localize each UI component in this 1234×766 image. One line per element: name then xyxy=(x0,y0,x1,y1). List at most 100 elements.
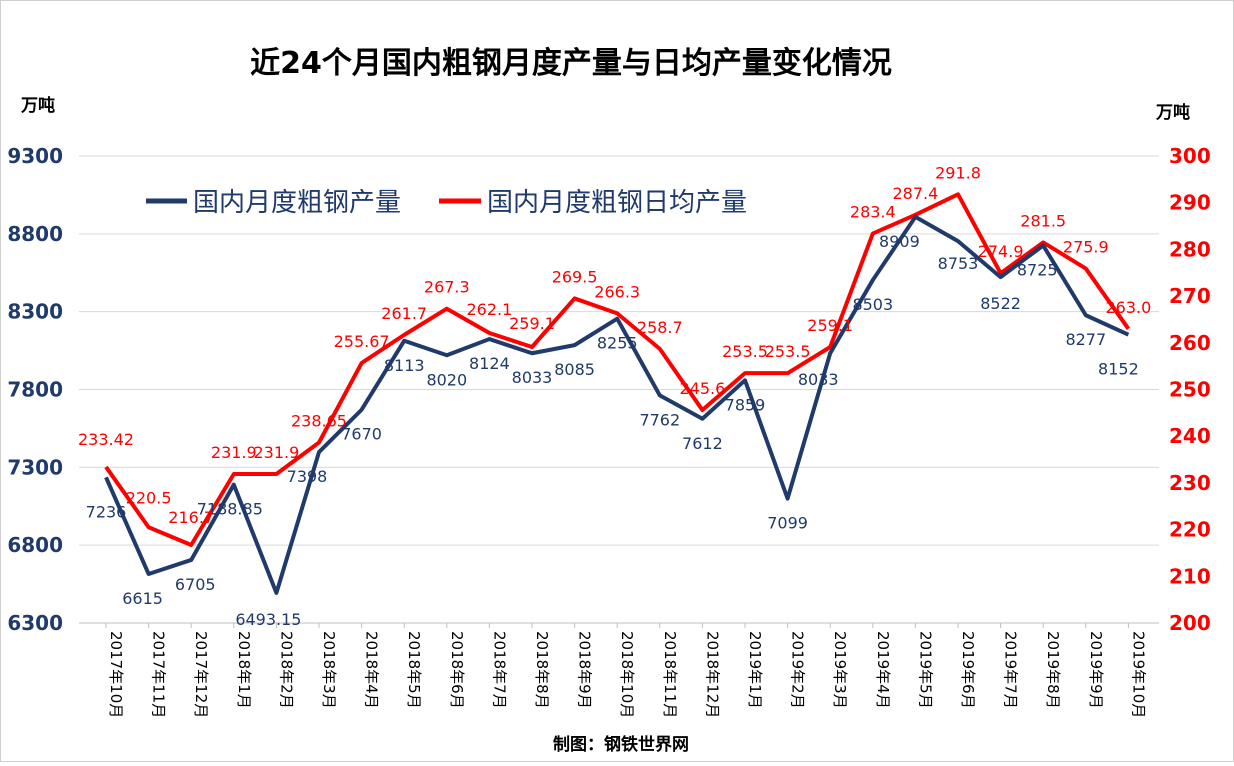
data-label-monthly: 8522 xyxy=(980,294,1021,313)
x-tick-label: 2018年1月 xyxy=(235,631,253,709)
data-label-daily: 274.9 xyxy=(978,242,1024,261)
data-label-monthly: 8033 xyxy=(512,368,553,387)
data-label-monthly: 8085 xyxy=(554,360,595,379)
series-lines xyxy=(104,192,1131,595)
left-tick-label: 9300 xyxy=(7,144,63,168)
legend: 国内月度粗钢产量 国内月度粗钢日均产量 xyxy=(146,188,747,218)
data-label-daily: 259.1 xyxy=(807,316,853,335)
x-tick-label: 2017年12月 xyxy=(192,631,210,718)
x-tick-label: 2018年4月 xyxy=(363,631,381,709)
data-label-daily: 287.4 xyxy=(892,184,938,203)
data-label-monthly: 7670 xyxy=(341,425,382,444)
data-label-monthly: 8152 xyxy=(1098,360,1139,379)
data-label-daily: 266.3 xyxy=(594,282,640,301)
data-label-monthly: 7188.85 xyxy=(197,500,263,519)
legend-label-monthly: 国内月度粗钢产量 xyxy=(193,188,401,218)
data-labels: 7236661567057188.856493.1573987670811380… xyxy=(78,163,1151,629)
data-label-monthly: 7236 xyxy=(86,502,127,521)
left-axis-unit: 万吨 xyxy=(20,95,55,116)
right-tick-label: 230 xyxy=(1169,471,1211,495)
x-tick-label: 2018年7月 xyxy=(490,631,508,709)
data-label-daily: 253.5 xyxy=(765,342,811,361)
right-tick-label: 200 xyxy=(1169,611,1211,635)
x-tick-label: 2018年10月 xyxy=(618,631,636,718)
left-tick-label: 7300 xyxy=(7,455,63,479)
right-tick-label: 250 xyxy=(1169,378,1211,402)
right-tick-label: 300 xyxy=(1169,144,1211,168)
x-tick-label: 2018年3月 xyxy=(320,631,338,709)
right-tick-label: 240 xyxy=(1169,424,1211,448)
data-label-daily: 283.4 xyxy=(850,203,896,222)
data-label-daily: 281.5 xyxy=(1020,211,1066,230)
right-tick-label: 290 xyxy=(1169,191,1211,215)
chart-title: 近24个月国内粗钢月度产量与日均产量变化情况 xyxy=(250,46,892,81)
x-tick-label: 2019年10月 xyxy=(1129,631,1147,718)
x-tick-label: 2019年8月 xyxy=(1044,631,1062,709)
data-label-daily: 245.6 xyxy=(679,379,725,398)
data-label-monthly: 8277 xyxy=(1065,330,1106,349)
x-tick-label: 2019年1月 xyxy=(746,631,764,709)
data-label-daily: 263.0 xyxy=(1105,298,1151,317)
right-tick-label: 270 xyxy=(1169,284,1211,308)
data-label-daily: 275.9 xyxy=(1063,238,1109,257)
data-label-monthly: 8503 xyxy=(852,295,893,314)
data-label-monthly: 6705 xyxy=(175,575,216,594)
x-tick-label: 2019年4月 xyxy=(874,631,892,709)
data-label-daily: 267.3 xyxy=(424,278,470,297)
data-label-monthly: 6615 xyxy=(122,589,163,608)
data-label-daily: 231.9 xyxy=(211,443,257,462)
credit-text: 制图：钢铁世界网 xyxy=(553,734,689,755)
x-tick-label: 2017年11月 xyxy=(150,631,168,718)
data-label-monthly: 7762 xyxy=(639,410,680,429)
series-line-daily xyxy=(104,192,1131,548)
right-tick-label: 280 xyxy=(1169,237,1211,261)
data-label-monthly: 8725 xyxy=(1017,261,1058,280)
x-axis: 2017年10月 2017年11月 2017年12月 2018年1月 2018年2月 20… xyxy=(79,622,1159,718)
data-label-daily: 216.7 xyxy=(168,508,214,527)
data-label-monthly: 7859 xyxy=(725,395,766,414)
data-label-monthly: 8033 xyxy=(798,370,839,389)
x-tick-label: 2018年11月 xyxy=(661,631,679,718)
x-tick-label: 2018年2月 xyxy=(277,631,295,709)
left-tick-label: 6800 xyxy=(7,533,63,557)
data-label-monthly: 8124 xyxy=(469,354,510,373)
right-tick-label: 220 xyxy=(1169,518,1211,542)
data-label-daily: 238.65 xyxy=(291,412,347,431)
left-tick-label: 8300 xyxy=(7,300,63,324)
x-tick-label: 2018年12月 xyxy=(703,631,721,718)
data-label-monthly: 8020 xyxy=(426,370,467,389)
gridlines xyxy=(79,155,1159,624)
x-tick-label: 2019年6月 xyxy=(959,631,977,709)
x-tick-label: 2018年5月 xyxy=(405,631,423,709)
data-label-monthly: 8255 xyxy=(597,334,638,353)
x-tick-label: 2018年9月 xyxy=(576,631,594,709)
data-label-daily: 261.7 xyxy=(381,304,427,323)
left-y-axis: 9300 8800 8300 7800 7300 6800 6300 xyxy=(7,144,63,635)
x-tick-label: 2019年2月 xyxy=(789,631,807,709)
data-label-monthly: 7099 xyxy=(767,514,808,533)
right-tick-label: 260 xyxy=(1169,331,1211,355)
data-label-monthly: 6493.15 xyxy=(235,610,301,629)
data-label-daily: 262.1 xyxy=(466,300,512,319)
x-tick-label: 2019年5月 xyxy=(916,631,934,709)
x-tick-label: 2019年7月 xyxy=(1002,631,1020,709)
right-y-axis: 300 290 280 270 260 250 240 230 220 210 200 xyxy=(1169,144,1211,635)
x-tick-label: 2018年6月 xyxy=(448,631,466,709)
data-label-daily: 253.5 xyxy=(722,342,768,361)
data-label-daily: 231.9 xyxy=(253,443,299,462)
data-label-daily: 258.7 xyxy=(637,318,683,337)
data-label-monthly: 8113 xyxy=(384,356,425,375)
data-label-monthly: 8909 xyxy=(879,232,920,251)
series-line-monthly xyxy=(104,214,1130,595)
data-label-daily: 291.8 xyxy=(935,163,981,182)
right-axis-unit: 万吨 xyxy=(1155,102,1190,123)
data-label-monthly: 7398 xyxy=(287,467,328,486)
data-label-daily: 220.5 xyxy=(126,488,172,507)
left-tick-label: 8800 xyxy=(7,222,63,246)
data-label-daily: 269.5 xyxy=(552,267,598,286)
x-tick-label: 2019年3月 xyxy=(831,631,849,709)
right-tick-label: 210 xyxy=(1169,564,1211,588)
data-label-monthly: 8753 xyxy=(938,254,979,273)
